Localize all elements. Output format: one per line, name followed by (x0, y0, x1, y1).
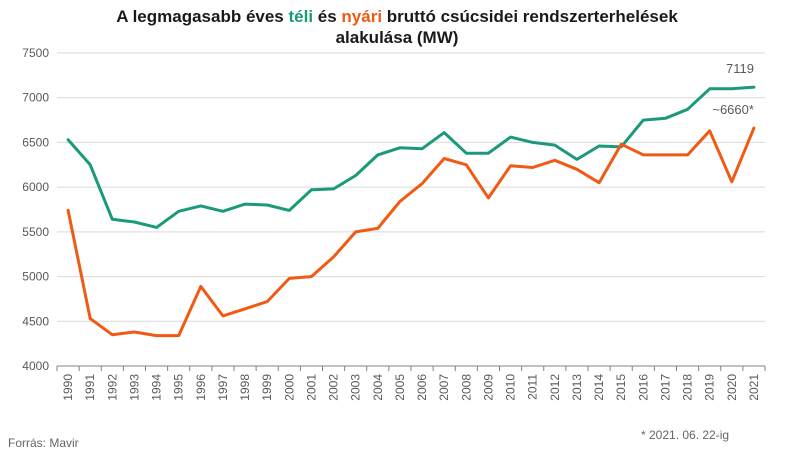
data-label-winter: 7119 (726, 61, 754, 76)
series-line-winter (66, 85, 756, 229)
label-layer: 7119 ~6660* (712, 61, 754, 117)
x-tick-label: 2008 (459, 374, 473, 401)
source-note: Forrás: Mavir (8, 436, 79, 450)
x-tick-label: 2015 (614, 374, 628, 401)
x-tick-label: 1998 (238, 374, 252, 401)
x-tick-label: 1994 (150, 374, 164, 401)
footnote: * 2021. 06. 22-ig (641, 428, 730, 442)
y-tick-label: 7500 (22, 46, 49, 60)
data-label-summer: ~6660* (712, 102, 754, 117)
x-tick-label: 2017 (658, 374, 672, 401)
x-tick-label: 2013 (570, 374, 584, 401)
y-tick-label: 4500 (22, 314, 49, 328)
title-part2: és (313, 7, 342, 26)
x-tick-label: 2019 (703, 374, 717, 401)
series-layer (66, 85, 756, 338)
y-tick-label: 6500 (22, 135, 49, 149)
x-tick-label: 2007 (437, 374, 451, 401)
x-tick-label: 2010 (504, 374, 518, 401)
x-tick-label: 1991 (83, 374, 97, 401)
x-tick-label: 2018 (681, 374, 695, 401)
x-tick-label: 1995 (172, 374, 186, 401)
x-tick-label: 1993 (127, 374, 141, 401)
x-tick-label: 2020 (725, 374, 739, 401)
x-tick-label: 2003 (349, 374, 363, 401)
x-tick-label: 2000 (282, 374, 296, 401)
x-tick-label: 2012 (548, 374, 562, 401)
x-tick-label: 2002 (327, 374, 341, 401)
chart-title-line2: alakulása (MW) (335, 28, 459, 47)
x-tick-label: 2004 (371, 374, 385, 401)
series-line-summer (66, 126, 756, 338)
x-tick-label: 1990 (61, 374, 75, 401)
y-tick-label: 7000 (22, 91, 49, 105)
x-tick-label: 2006 (415, 374, 429, 401)
x-tick-label: 2011 (526, 374, 540, 400)
title-part3: bruttó csúcsidei rendszerterhelések (382, 7, 678, 26)
y-tick-label: 6000 (22, 180, 49, 194)
chart-title-line1: A legmagasabb éves téli és nyári bruttó … (0, 6, 794, 27)
x-tick-label: 1996 (194, 374, 208, 401)
x-tick-label: 1992 (105, 374, 119, 401)
x-tick-label: 2014 (592, 374, 606, 401)
chart-title: A legmagasabb éves téli és nyári bruttó … (0, 6, 794, 48)
x-tick-label: 1999 (260, 374, 274, 401)
y-tick-label: 5000 (22, 270, 49, 284)
x-tick-label: 2005 (393, 374, 407, 401)
y-tick-label: 4000 (22, 359, 49, 373)
axis-layer: 4000 4500 5000 5500 6000 6500 7000 7500 1990 1991… (22, 46, 766, 401)
title-part1: A legmagasabb éves (116, 7, 289, 26)
x-tick-label: 2021 (747, 374, 761, 401)
title-winter-word: téli (288, 7, 314, 26)
title-summer-word: nyári (341, 7, 383, 26)
x-tick-label: 2016 (636, 374, 650, 401)
x-tick-label: 2001 (304, 374, 318, 401)
grid-layer (57, 52, 765, 322)
x-tick-label: 2009 (481, 374, 495, 401)
y-tick-label: 5500 (22, 225, 49, 239)
x-tick-label: 1997 (216, 374, 230, 401)
